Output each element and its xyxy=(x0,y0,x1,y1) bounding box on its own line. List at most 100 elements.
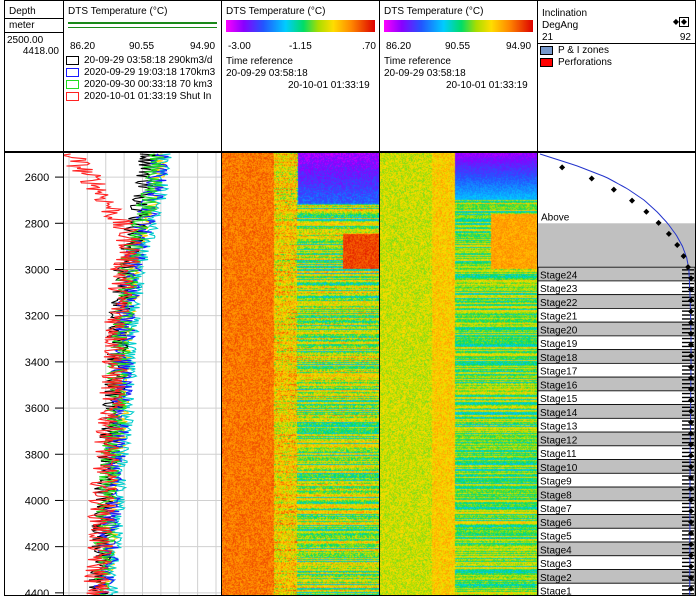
perforation-mark xyxy=(682,547,694,550)
stage-label: Stage10 xyxy=(540,463,578,474)
inclination-marker xyxy=(688,541,694,548)
inclination-marker xyxy=(688,286,694,293)
stage-label: Stage20 xyxy=(540,325,578,336)
inclination-marker xyxy=(688,397,694,404)
depth-tick-label: 3600 xyxy=(25,403,49,415)
depth-tick-label: 3000 xyxy=(25,264,49,276)
perforation-mark xyxy=(682,379,694,381)
legend-label: 2020-10-01 01:33:19 Shut In xyxy=(84,91,212,102)
inclination-marker xyxy=(688,441,694,448)
legend-swatch xyxy=(66,92,79,101)
inclination-marker xyxy=(688,496,694,503)
perforation-mark xyxy=(682,277,694,279)
track4-header: Inclination DegAng ◆ ◆ 21 92 P & I zones… xyxy=(538,1,695,153)
perforation-mark xyxy=(682,365,694,367)
inclination-marker xyxy=(688,419,694,426)
perforation-mark xyxy=(682,441,694,444)
stage-label: Stage7 xyxy=(540,504,572,515)
perforation-mark xyxy=(682,565,694,568)
stage-label: Stage3 xyxy=(540,559,572,570)
perforation-mark xyxy=(682,331,694,334)
inclination-marker xyxy=(688,375,694,382)
perforation-mark xyxy=(682,502,694,505)
track1-svg xyxy=(64,153,221,595)
track2-ref-label: Time reference xyxy=(226,56,293,67)
perforation-mark xyxy=(682,534,694,536)
perforation-mark xyxy=(682,355,694,357)
track2-heatmap xyxy=(222,153,379,595)
track3-ref-label: Time reference xyxy=(384,56,451,67)
track3-heatmap-canvas xyxy=(380,153,537,595)
legend-label: 2020-09-29 19:03:18 170km3 xyxy=(84,67,216,78)
depth-tick-label: 2600 xyxy=(25,172,49,184)
perforation-mark xyxy=(682,589,694,591)
track2-title: DTS Temperature (°C) xyxy=(226,6,326,17)
track4-plot: Above Stage24 Stage23 Stage22 Stage21 Stage20… xyxy=(538,153,695,595)
perforation-mark xyxy=(682,392,694,395)
inclination-marker xyxy=(680,253,687,260)
track3-colorbar xyxy=(384,20,533,32)
stage-label: Stage19 xyxy=(540,339,578,350)
perforation-mark xyxy=(682,561,694,564)
perforation-mark xyxy=(682,337,694,340)
perforation-mark xyxy=(682,351,694,354)
perforation-mark xyxy=(682,538,694,540)
inclination-marker xyxy=(688,363,694,370)
stage-label: Stage24 xyxy=(540,270,578,281)
stage-zone xyxy=(538,582,695,595)
perforation-mark xyxy=(682,447,694,450)
track3-scale-mid: 90.55 xyxy=(445,41,471,52)
stage-label: Stage5 xyxy=(540,532,572,543)
perforation-mark xyxy=(682,396,694,399)
perforation-mark xyxy=(682,593,694,595)
perforation-mark xyxy=(682,489,694,491)
perforation-mark xyxy=(682,492,694,495)
perforation-mark xyxy=(682,400,694,403)
track3-header: DTS Temperature (°C) 86.20 90.55 94.90 T… xyxy=(380,1,537,153)
depth-axis-svg: 2600 2800 3000 3200 3400 3600 3800 4000 4200 4400 xyxy=(25,172,63,595)
perforation-mark xyxy=(682,585,694,587)
depth-tick-label: 4200 xyxy=(25,542,49,554)
perforation-mark xyxy=(682,479,694,481)
perforation-mark xyxy=(682,506,694,509)
inclination-marker xyxy=(688,508,694,515)
perforation-mark xyxy=(682,571,694,573)
perforation-mark xyxy=(682,544,694,546)
perforation-mark xyxy=(682,314,694,316)
perforation-mark xyxy=(682,575,694,577)
perforation-mark xyxy=(682,310,694,312)
series-line-2 xyxy=(91,153,165,595)
perforation-mark xyxy=(682,406,694,409)
track3-scale-max: 94.90 xyxy=(506,41,532,52)
perforation-mark xyxy=(682,369,694,371)
depth-axis: 2600 2800 3000 3200 3400 3600 3800 4000 4200 4400 xyxy=(5,153,63,595)
perforation-mark xyxy=(682,300,694,302)
perforation-mark xyxy=(682,483,694,485)
track1-scale-line-2 xyxy=(68,27,217,28)
perforation-mark xyxy=(682,282,694,285)
stage-label: Stage18 xyxy=(540,353,578,364)
diamond-marker-icon: ◆ xyxy=(679,17,689,27)
track1-legend: 20-09-29 03:58:18 290km3/d 2020-09-29 19:… xyxy=(64,55,221,105)
perforation-mark xyxy=(682,579,694,581)
inclination-marker xyxy=(685,264,692,271)
perforation-mark xyxy=(682,318,694,320)
perforation-mark xyxy=(682,304,694,306)
inclination-marker xyxy=(688,563,694,570)
legend-label: 20-09-29 03:58:18 290km3/d xyxy=(84,55,213,66)
track4-svg: Above Stage24 Stage23 Stage22 Stage21 Stage20… xyxy=(538,153,695,595)
track3-heatmap xyxy=(380,153,537,595)
track2-time-start: 20-09-29 03:58:18 xyxy=(226,68,308,79)
depth-tick-label: 3800 xyxy=(25,449,49,461)
inclination-marker xyxy=(588,175,595,182)
perforation-mark xyxy=(682,414,694,416)
temperature-profile-track: DTS Temperature (°C) 86.20 90.55 94.90 2… xyxy=(63,0,222,596)
perforation-mark xyxy=(682,510,694,513)
legend-swatch xyxy=(66,80,79,89)
perforation-mark xyxy=(682,551,694,554)
stage-label: Stage17 xyxy=(540,367,578,378)
perforation-mark xyxy=(682,324,694,326)
perforation-mark xyxy=(682,469,694,471)
stage-label: Stage4 xyxy=(540,545,572,556)
track3-time-end: 20-10-01 01:33:19 xyxy=(446,80,528,91)
